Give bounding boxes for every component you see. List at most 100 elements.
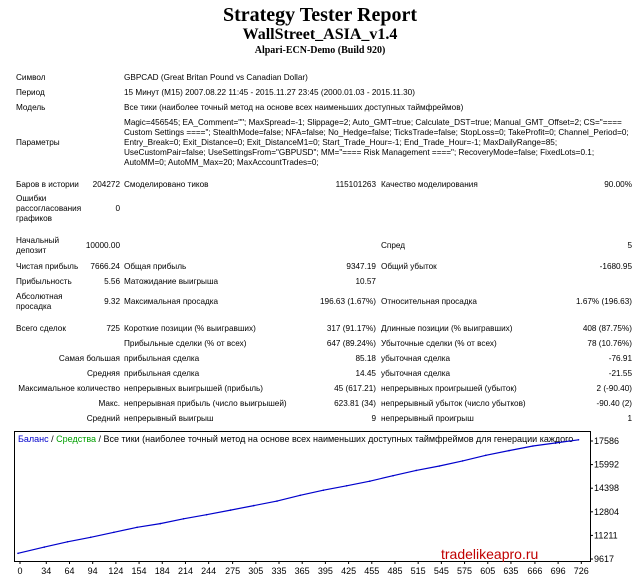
long-positions-value: 408 (87.75%) — [582, 324, 632, 333]
x-tick-label: 275 — [225, 566, 240, 576]
chart-caption: Баланс / Средства / Все тики (наиболее т… — [18, 434, 573, 444]
x-tick-label: 395 — [318, 566, 333, 576]
avg-cons-wins-value: 9 — [371, 414, 376, 423]
largest-loss-label: убыточная сделка — [381, 354, 451, 363]
balance-point — [113, 531, 115, 534]
errors-value: 0 — [115, 204, 120, 213]
model-label: Модель — [16, 103, 46, 112]
model-value: Все тики (наиболее точный метод на основ… — [124, 103, 464, 112]
short-positions-value: 317 (91.17%) — [326, 324, 376, 333]
params-value: Magic=456545; EA_Comment=""; MaxSpread=-… — [124, 118, 629, 167]
net-profit-value: 7666.24 — [90, 262, 120, 271]
balance-chart-svg: Баланс / Средства / Все тики (наиболее т… — [14, 431, 619, 576]
ticks-value: 115101263 — [335, 180, 376, 189]
short-positions-label: Короткие позиции (% выигравших) — [124, 324, 256, 333]
rel-drawdown-value: 1.67% (196.63) — [576, 297, 632, 306]
cons-wins-label: непрерывных выигрышей (прибыль) — [124, 384, 264, 393]
balance-point — [508, 449, 510, 452]
errors-label-line1: Ошибки — [16, 194, 47, 203]
average-profit-value: 14.45 — [355, 369, 377, 378]
deposit-label-line2: депозит — [16, 246, 47, 255]
balance-point — [415, 469, 418, 472]
long-positions-label: Длинные позиции (% выигравших) — [381, 324, 513, 333]
profit-trades-label: Прибыльные сделки (% от всех) — [124, 339, 247, 348]
gross-profit-label: Общая прибыль — [124, 262, 187, 271]
x-tick-label: 244 — [201, 566, 216, 576]
x-tick-label: 34 — [41, 566, 51, 576]
balance-point — [485, 454, 487, 457]
cons-losses-label: непрерывных проигрышей (убыток) — [381, 384, 517, 393]
largest-profit-value: 85.18 — [355, 354, 377, 363]
max-count-label: Максимальное количество — [18, 384, 120, 393]
params-label: Параметры — [16, 138, 60, 147]
balance-point — [89, 536, 92, 539]
y-axis-ticks: 17586 15992 14398 12804 11211 9617 — [590, 436, 619, 564]
balance-point — [322, 489, 325, 491]
spread-value: 5 — [627, 241, 632, 250]
x-tick-label: 365 — [295, 566, 310, 576]
chart-caption-separator-1: / — [49, 434, 57, 444]
symbol-label: Символ — [16, 73, 46, 82]
abs-drawdown-label-line1: Абсолютная — [16, 292, 63, 301]
average-loss-label: убыточная сделка — [381, 369, 451, 378]
avg-cons-losses-value: 1 — [627, 414, 632, 423]
x-tick-label: 666 — [527, 566, 542, 576]
loss-trades-label: Убыточные сделки (% от всех) — [381, 339, 497, 348]
balance-point — [253, 504, 255, 507]
x-tick-label: 726 — [574, 566, 589, 576]
chart-caption-separator-2: / — [96, 434, 104, 444]
total-trades-label: Всего сделок — [16, 324, 66, 333]
balance-series — [17, 439, 580, 555]
x-tick-label: 305 — [248, 566, 263, 576]
gross-loss-label: Общий убыток — [381, 262, 437, 271]
max-drawdown-value: 196.63 (1.67%) — [320, 297, 376, 306]
profit-factor-label: Прибыльность — [16, 277, 72, 286]
avg-cons-label: Средний — [86, 414, 120, 423]
balance-point — [136, 526, 138, 529]
x-tick-label: 515 — [411, 566, 426, 576]
x-axis-ticks: 0 34 64 94 124 154 184 214 244 275 305 335 365 395 425… — [17, 561, 589, 576]
largest-profit-label: прибыльная сделка — [124, 354, 200, 363]
period-value: 15 Минут (M15) 2007.08.22 11:45 - 2015.1… — [124, 88, 415, 97]
x-tick-label: 545 — [434, 566, 449, 576]
y-tick-label: 15992 — [594, 460, 619, 470]
bars-value: 204272 — [92, 180, 120, 189]
y-tick-label: 11211 — [594, 530, 618, 540]
x-tick-label: 214 — [178, 566, 193, 576]
profit-trades-value: 647 (89.24%) — [326, 339, 376, 348]
deposit-value: 10000.00 — [85, 241, 120, 250]
server-name: Alpari-ECN-Demo (Build 920) — [254, 45, 386, 56]
net-profit-label: Чистая прибыль — [16, 262, 79, 271]
period-label: Период — [16, 88, 45, 97]
chart-caption-method: Все тики (наиболее точный метод на основ… — [104, 434, 574, 444]
gross-loss-value: -1680.95 — [599, 262, 632, 271]
balance-point — [229, 509, 232, 511]
y-tick-label: 14398 — [594, 483, 619, 493]
chart-caption-equity: Средства — [56, 434, 96, 444]
avg-cons-wins-label: непрерывный выигрыш — [124, 414, 214, 423]
avg-cons-losses-label: непрерывный проигрыш — [381, 414, 474, 423]
gross-profit-value: 9347.19 — [346, 262, 376, 271]
cons-wins-value: 45 (617.21) — [334, 384, 376, 393]
deposit-label-line1: Начальный — [16, 236, 60, 245]
quality-value: 90.00% — [604, 180, 632, 189]
bars-label: Баров в истории — [16, 180, 79, 189]
cons-loss-value: -90.40 (2) — [596, 399, 633, 408]
rel-drawdown-label: Относительная просадка — [381, 297, 477, 306]
cons-loss-label: непрерывный убыток (число убытков) — [381, 399, 526, 408]
expected-payoff-label: Матожидание выигрыша — [124, 277, 219, 286]
balance-point — [182, 518, 185, 520]
abs-drawdown-label-line2: просадка — [16, 302, 52, 311]
average-loss-value: -21.55 — [608, 369, 632, 378]
max-drawdown-label: Максимальная просадка — [124, 297, 219, 306]
report-title: Strategy Tester Report — [222, 4, 418, 26]
balance-point — [369, 480, 371, 482]
balance-chart: Баланс / Средства / Все тики (наиболее т… — [14, 431, 638, 579]
x-tick-label: 94 — [88, 566, 98, 576]
x-tick-label: 335 — [271, 566, 286, 576]
average-label: Средняя — [86, 369, 120, 378]
balance-point — [438, 465, 441, 467]
cons-profit-value: 623.81 (34) — [334, 399, 376, 408]
balance-point — [345, 485, 348, 487]
x-tick-label: 575 — [457, 566, 472, 576]
